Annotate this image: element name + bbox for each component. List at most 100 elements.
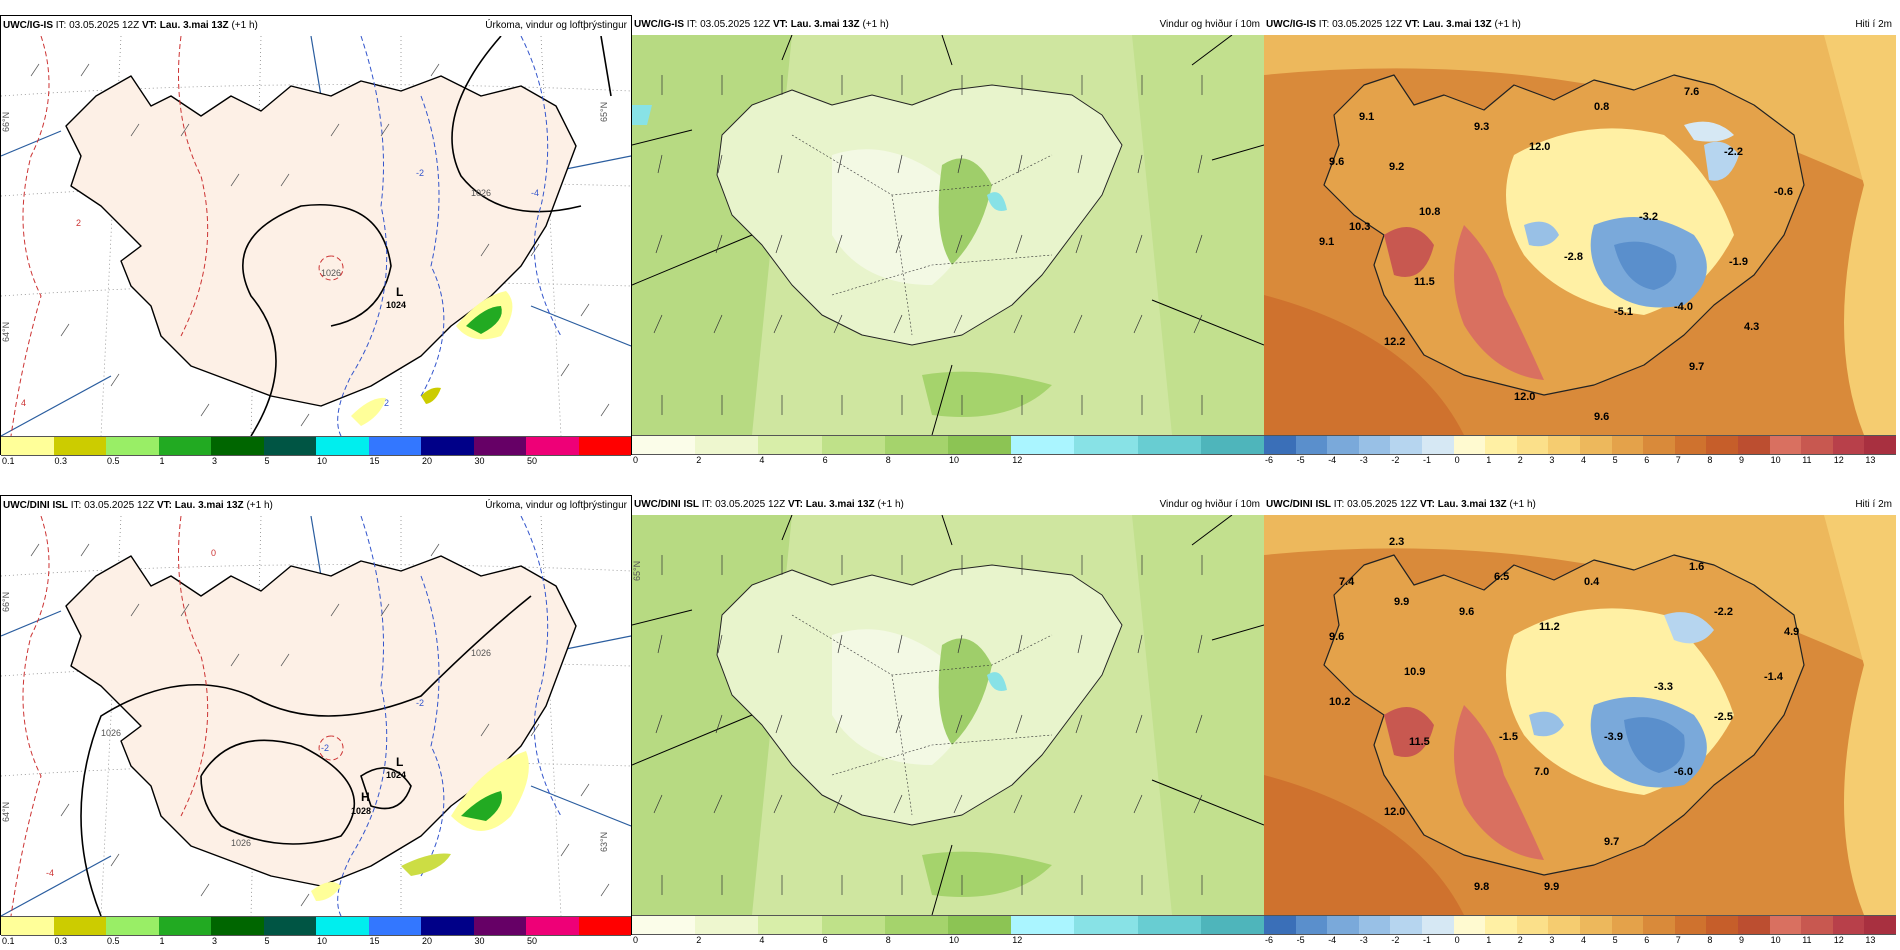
temp-label: -2.2 xyxy=(1714,606,1733,618)
lat-label: 65°N xyxy=(599,102,609,122)
colorbar-tick: 0.1 xyxy=(2,936,15,946)
colorbar-tick: 10 xyxy=(317,456,328,466)
colorbar-segment xyxy=(1295,916,1328,934)
temp-label: 9.6 xyxy=(1459,606,1474,618)
colorbar-tick: 3 xyxy=(1549,935,1555,945)
colorbar-tick: -2 xyxy=(1391,935,1400,945)
contour-label: -2 xyxy=(416,698,424,708)
colorbar-segment xyxy=(578,917,631,935)
colorbar-segment xyxy=(1011,916,1075,934)
valid-time: Lau. 3.mai 13Z xyxy=(1437,499,1507,510)
pressure-center-symbol: H xyxy=(361,790,370,804)
temp-map[interactable]: 2.3 7.4 9.9 6.5 0.4 1.6 9.6 9.6 11.2 -2.… xyxy=(1264,515,1896,915)
precip-map-svg: 1026 1026 L 1024 2 4 -2 -2 -4 xyxy=(1,36,631,436)
wind-map[interactable] xyxy=(632,35,1264,435)
colorbar-segment xyxy=(1137,916,1201,934)
wind-colorbar-ticks: 0 2 4 6 8 10 12 xyxy=(632,455,1264,467)
colorbar-segment xyxy=(632,436,696,454)
colorbar-tick: 5 xyxy=(264,456,270,466)
temp-label: 4.3 xyxy=(1744,321,1759,333)
colorbar-tick: 12 xyxy=(1012,455,1023,465)
init-time: 03.05.2025 12Z xyxy=(84,500,155,511)
colorbar-segment xyxy=(1516,436,1549,454)
colorbar-segment xyxy=(758,916,822,934)
colorbar-tick: 8 xyxy=(885,455,891,465)
contour-label: -4 xyxy=(531,188,539,198)
colorbar-tick: 13 xyxy=(1865,455,1876,465)
colorbar-segment xyxy=(526,437,579,455)
temp-panel-row1: UWC/IG-IS IT: 03.05.2025 12Z VT: Lau. 3.… xyxy=(1264,15,1896,465)
colorbar-tick: 10 xyxy=(317,936,328,946)
colorbar-tick: 7 xyxy=(1675,935,1681,945)
wind-colorbar xyxy=(632,435,1265,455)
init-time: 03.05.2025 12Z xyxy=(69,20,140,31)
colorbar-tick: -6 xyxy=(1265,935,1274,945)
colorbar-tick: 20 xyxy=(422,456,433,466)
lat-label: 64°N xyxy=(1,802,11,822)
pressure-center-symbol: L xyxy=(396,755,403,769)
lead-time: (+1 h) xyxy=(231,20,258,31)
isobar-label: 1026 xyxy=(471,648,491,658)
colorbar-segment xyxy=(1421,916,1454,934)
temp-colorbar xyxy=(1264,915,1896,935)
colorbar-segment xyxy=(421,917,474,935)
colorbar-tick: 7 xyxy=(1675,455,1681,465)
colorbar-segment xyxy=(695,436,759,454)
colorbar-tick: 2 xyxy=(1517,455,1523,465)
temp-label: -3.3 xyxy=(1654,681,1673,693)
colorbar-tick: 3 xyxy=(212,456,218,466)
valid-time: Lau. 3.mai 13Z xyxy=(159,20,229,31)
colorbar-segment xyxy=(1643,916,1675,934)
temp-label: 7.4 xyxy=(1339,576,1355,588)
temp-label: 12.0 xyxy=(1529,141,1550,153)
colorbar-segment xyxy=(263,437,316,455)
wind-map-svg: 65°N xyxy=(632,515,1264,915)
colorbar-segment xyxy=(1516,916,1549,934)
lead-time: (+1 h) xyxy=(246,500,273,511)
precip-colorbar xyxy=(1,436,631,456)
precip-map[interactable]: 1026 1026 1026 L 1024 H 1028 0 -4 -2 -2 xyxy=(1,516,631,916)
model-name: UWC/IG-IS xyxy=(3,20,53,31)
valid-time: Lau. 3.mai 13Z xyxy=(1422,19,1492,30)
wind-panel-row1: UWC/IG-IS IT: 03.05.2025 12Z VT: Lau. 3.… xyxy=(632,15,1265,465)
colorbar-tick: 8 xyxy=(1707,935,1713,945)
lead-time: (+1 h) xyxy=(862,19,889,30)
colorbar-segment xyxy=(1611,436,1644,454)
colorbar-segment xyxy=(1485,436,1517,454)
colorbar-segment xyxy=(1074,916,1138,934)
temp-label: -3.9 xyxy=(1604,731,1623,743)
colorbar-tick: 4 xyxy=(1581,935,1587,945)
model-name: UWC/DINI ISL xyxy=(1266,499,1331,510)
colorbar-segment xyxy=(1200,916,1265,934)
temp-label: 11.2 xyxy=(1539,621,1560,633)
colorbar-tick: 5 xyxy=(264,936,270,946)
colorbar-segment xyxy=(632,916,696,934)
isobar-label: 1026 xyxy=(471,188,491,198)
colorbar-segment xyxy=(884,916,949,934)
panel-title: UWC/IG-IS IT: 03.05.2025 12Z VT: Lau. 3.… xyxy=(632,15,1264,35)
isobar-label: 1026 xyxy=(321,268,341,278)
temp-label: -1.4 xyxy=(1764,671,1784,683)
pressure-center-symbol: L xyxy=(396,285,403,299)
colorbar-segment xyxy=(1674,436,1707,454)
temp-label: 9.1 xyxy=(1359,111,1374,123)
colorbar-segment xyxy=(106,917,159,935)
colorbar-tick: 12 xyxy=(1012,935,1023,945)
init-time: 03.05.2025 12Z xyxy=(715,499,786,510)
colorbar-segment xyxy=(884,436,949,454)
colorbar-segment xyxy=(1200,436,1265,454)
precip-colorbar xyxy=(1,916,631,936)
temp-map-svg: 9.1 9.6 9.2 9.3 12.0 0.8 7.6 -2.2 -0.6 1… xyxy=(1264,35,1896,435)
temp-label: 0.8 xyxy=(1594,101,1609,113)
panel-title: UWC/IG-IS IT: 03.05.2025 12Z VT: Lau. 3.… xyxy=(1264,15,1896,35)
colorbar-segment xyxy=(1421,436,1454,454)
precip-map[interactable]: 1026 1026 L 1024 2 4 -2 -2 -4 xyxy=(1,36,631,436)
colorbar-segment xyxy=(1327,436,1359,454)
isobar-label: 1026 xyxy=(231,838,251,848)
temp-map[interactable]: 9.1 9.6 9.2 9.3 12.0 0.8 7.6 -2.2 -0.6 1… xyxy=(1264,35,1896,435)
wind-map[interactable]: 65°N xyxy=(632,515,1264,915)
colorbar-tick: -5 xyxy=(1296,455,1305,465)
colorbar-segment xyxy=(1074,436,1138,454)
precip-map-svg: 1026 1026 1026 L 1024 H 1028 0 -4 -2 -2 xyxy=(1,516,631,916)
temp-colorbar-ticks: -6 -5 -4 -3 -2 -1 0 1 2 3 4 5 6 7 8 9 10 11 12 13 xyxy=(1264,935,1896,947)
